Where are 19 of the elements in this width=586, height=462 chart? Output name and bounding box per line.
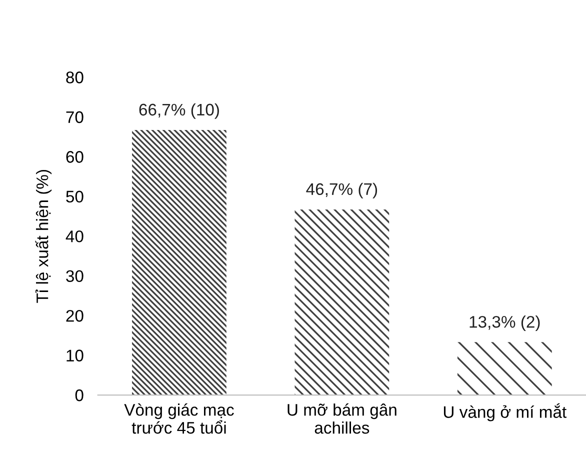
bar xyxy=(457,342,552,396)
x-tick-label: U vàng ở mí mắt xyxy=(444,403,566,422)
y-tick-label: 10 xyxy=(66,350,84,362)
y-tick-label: 80 xyxy=(66,72,84,84)
y-tick-label: 70 xyxy=(66,111,84,124)
y-tick-label: 20 xyxy=(66,310,84,322)
x-tick-label: U mỡ bám gân achilles xyxy=(288,403,396,434)
y-axis-title: Tỉ lệ xuất hiện (%) xyxy=(35,170,52,303)
y-tick-label: 30 xyxy=(66,270,84,282)
bar xyxy=(294,209,390,396)
data-label: 13,3% (2) xyxy=(470,316,540,332)
data-label: 46,7% (7) xyxy=(306,182,378,198)
y-tick-label: 50 xyxy=(66,190,84,203)
data-label: 66,7% (10) xyxy=(139,103,219,119)
y-tick-label: 60 xyxy=(66,151,84,163)
x-tick-label: Vòng giác mạc trước 45 tuổi xyxy=(124,403,234,434)
y-tick-label: 0 xyxy=(75,389,84,402)
bar xyxy=(132,130,226,396)
y-tick-label: 40 xyxy=(66,230,84,242)
